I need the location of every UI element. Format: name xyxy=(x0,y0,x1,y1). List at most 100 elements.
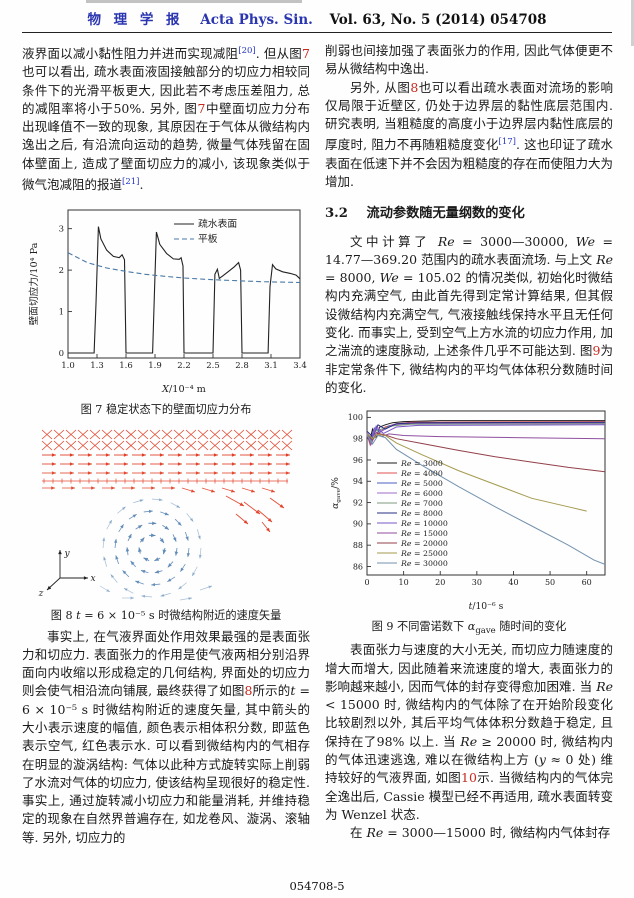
text-var: We xyxy=(575,233,595,249)
svg-text:20: 20 xyxy=(435,578,445,587)
text-run: ≈ 0 处) 维持较好的气液界面, 如图 xyxy=(325,752,613,786)
paragraph: 在 Re = 3000—15000 时, 微结构内气体封存 xyxy=(325,824,613,842)
svg-text:1: 1 xyxy=(59,308,64,318)
svg-text:t/10⁻⁶ s: t/10⁻⁶ s xyxy=(469,601,504,612)
series-4 xyxy=(366,423,606,445)
text-run: . 这也印证了疏水表面在低速下并不会因为粗糙度的存在而使阻力大为增加. xyxy=(325,137,613,190)
text-run: < 15000 时, 微结构内的气体除了在开始阶段变化比较剧烈以外, 其后平均气… xyxy=(325,697,613,749)
two-column-body: 液界面以减小黏性阻力并进而实现减阻[20]. 但从图7也可以看出, 疏水表面液固… xyxy=(0,33,634,847)
svg-text:平板: 平板 xyxy=(198,232,218,245)
figure-ref[interactable]: 8 xyxy=(410,79,419,95)
page-edge-artifact-right xyxy=(631,0,634,46)
text-var: Re xyxy=(366,825,384,841)
figure-ref[interactable]: 10 xyxy=(461,770,477,786)
text-run: = 8000, xyxy=(325,270,380,286)
text-run: 也可以看出疏水表面对流场的影响仅局限于近壁区, 仍处于边界层的黏性底层范围内. … xyxy=(325,79,613,153)
coordinate-triad: y x z xyxy=(38,549,96,599)
svg-text:88: 88 xyxy=(353,541,363,550)
text-var: Re xyxy=(596,251,613,267)
svg-text:αgave/%: αgave/% xyxy=(330,477,342,509)
svg-text:2.2: 2.2 xyxy=(177,361,191,371)
text-var: y xyxy=(538,752,546,768)
svg-text:Re = 30000: Re = 30000 xyxy=(400,559,448,568)
figure-ref[interactable]: 8 xyxy=(244,683,253,699)
page-edge-artifact xyxy=(86,0,302,3)
svg-text:2.8: 2.8 xyxy=(235,361,249,371)
text-var: Re xyxy=(596,678,613,694)
text-run: 示. 当微结构内的气体完全逸出后, Cassie 模型已经不再适用, 疏水表面转… xyxy=(325,770,613,822)
figure-ref[interactable]: 9 xyxy=(592,343,601,359)
figure-8-caption: 图 8 t = 6 × 10⁻⁵ s 时微结构附近的速度矢量 xyxy=(22,609,310,624)
text-run: = 14.77—369.20 范围内的疏水表面流场. 与上文 xyxy=(325,233,613,267)
svg-text:86: 86 xyxy=(353,562,363,571)
text-run: 在 xyxy=(350,825,367,841)
svg-text:疏水表面: 疏水表面 xyxy=(198,217,237,230)
running-header: 物 理 学 报 Acta Phys. Sin. Vol. 63, No. 5 (… xyxy=(0,0,634,28)
issue-info: Vol. 63, No. 5 (2014) 054708 xyxy=(329,12,547,28)
text-var: We xyxy=(379,270,399,286)
svg-text:Re = 8000: Re = 8000 xyxy=(400,509,443,518)
svg-text:X/10⁻⁴ m: X/10⁻⁴ m xyxy=(161,384,206,395)
svg-text:90: 90 xyxy=(353,520,363,529)
text-run: 随时间的变化 xyxy=(495,620,567,634)
svg-text:Re = 6000: Re = 6000 xyxy=(400,489,443,498)
svg-text:3: 3 xyxy=(59,225,64,235)
text-run: ≥ 20000 时, 微结构内的气体迅速逃逸, 难以在微结构上方 ( xyxy=(325,733,613,768)
svg-text:30: 30 xyxy=(472,578,482,587)
section-title: 流动参数随无量纲数的变化 xyxy=(366,206,525,222)
svg-text:Re = 3000: Re = 3000 xyxy=(400,459,443,468)
paragraph: 表面张力与速度的大小无关, 而切应力随速度的增大而增大, 因此随着来流速度的增大… xyxy=(325,641,613,824)
svg-text:Re = 15000: Re = 15000 xyxy=(400,529,448,538)
citation-ref[interactable]: [20] xyxy=(238,46,256,56)
text-run: 事实上, 在气液界面处作用效果最强的是表面张力和切应力. 表面张力的作用是使气液… xyxy=(22,628,310,699)
paragraph: 削弱也间接加强了表面张力的作用, 因此气体便更不易从微结构中逸出. xyxy=(325,42,613,79)
text-run: 图 8 xyxy=(50,608,77,622)
svg-text:3.4: 3.4 xyxy=(293,361,307,371)
text-run: 液界面以减小黏性阻力并进而实现减阻 xyxy=(22,46,239,61)
journal-title-cn: 物 理 学 报 xyxy=(87,12,184,28)
text-run: = 3000—15000 时, 微结构内气体封存 xyxy=(383,825,611,841)
svg-text:Re = 5000: Re = 5000 xyxy=(400,479,443,488)
text-run: 图 9 不同雷诺数下 xyxy=(371,620,468,634)
paragraph: 事实上, 在气液界面处作用效果最强的是表面张力和切应力. 表面张力的作用是使气液… xyxy=(22,628,310,848)
figure-7: 1.0 1.3 1.6 1.9 2.2 2.5 2.8 3.1 3.4 0 1 2 3 X/10⁻⁴ m 壁… xyxy=(22,202,310,418)
svg-text:1.3: 1.3 xyxy=(90,361,104,371)
svg-text:x: x xyxy=(90,574,95,584)
text-var: Re xyxy=(437,233,455,249)
velocity-vector-figure: y x z xyxy=(38,429,293,601)
text-run: = 6 × 10⁻⁵ s 时微结构附近的速度矢量 xyxy=(80,608,282,622)
citation-ref[interactable]: [21] xyxy=(122,177,140,188)
svg-text:Re = 10000: Re = 10000 xyxy=(400,519,448,528)
text-run: 也可以看出, 疏水表面液固接触部分的切应力相较同条件下的光滑平板更大, 因此若不… xyxy=(22,64,310,116)
right-column: 削弱也间接加强了表面张力的作用, 因此气体便更不易从微结构中逸出. 另外, 从图… xyxy=(325,42,613,847)
svg-text:Re = 4000: Re = 4000 xyxy=(400,469,443,478)
svg-text:92: 92 xyxy=(353,499,363,508)
svg-text:60: 60 xyxy=(582,578,592,587)
svg-text:y: y xyxy=(63,549,70,559)
text-run: 为非定常条件下, 微结构内的平均气体体积分数随时间的变化. xyxy=(325,343,613,395)
text-run: . 但从图 xyxy=(255,46,303,61)
text-run: 文中计算了 xyxy=(350,233,438,249)
text-run: 所示的 xyxy=(252,683,291,699)
figure-ref[interactable]: 7 xyxy=(197,100,206,116)
svg-text:10: 10 xyxy=(399,578,409,587)
figure-ref[interactable]: 7 xyxy=(302,46,310,61)
text-run: 另外, 从图 xyxy=(350,79,411,95)
svg-text:100: 100 xyxy=(348,413,363,422)
svg-text:1.9: 1.9 xyxy=(148,361,162,371)
text-var: t xyxy=(290,683,296,699)
air-vortex-vectors xyxy=(99,498,213,601)
svg-text:1.0: 1.0 xyxy=(61,361,75,371)
page-number: 054708-5 xyxy=(289,879,345,893)
text-var: t xyxy=(76,608,81,622)
section-heading: 3.2 流动参数随无量纲数的变化 xyxy=(325,205,613,222)
citation-ref[interactable]: [17] xyxy=(498,137,516,148)
series-7 xyxy=(366,431,606,447)
axes: 1.0 1.3 1.6 1.9 2.2 2.5 2.8 3.1 3.4 0 1 2 3 X/10⁻⁴ m 壁… xyxy=(27,209,307,395)
svg-text:1.6: 1.6 xyxy=(119,361,133,371)
section-number: 3.2 xyxy=(325,206,348,222)
svg-text:50: 50 xyxy=(545,578,555,587)
